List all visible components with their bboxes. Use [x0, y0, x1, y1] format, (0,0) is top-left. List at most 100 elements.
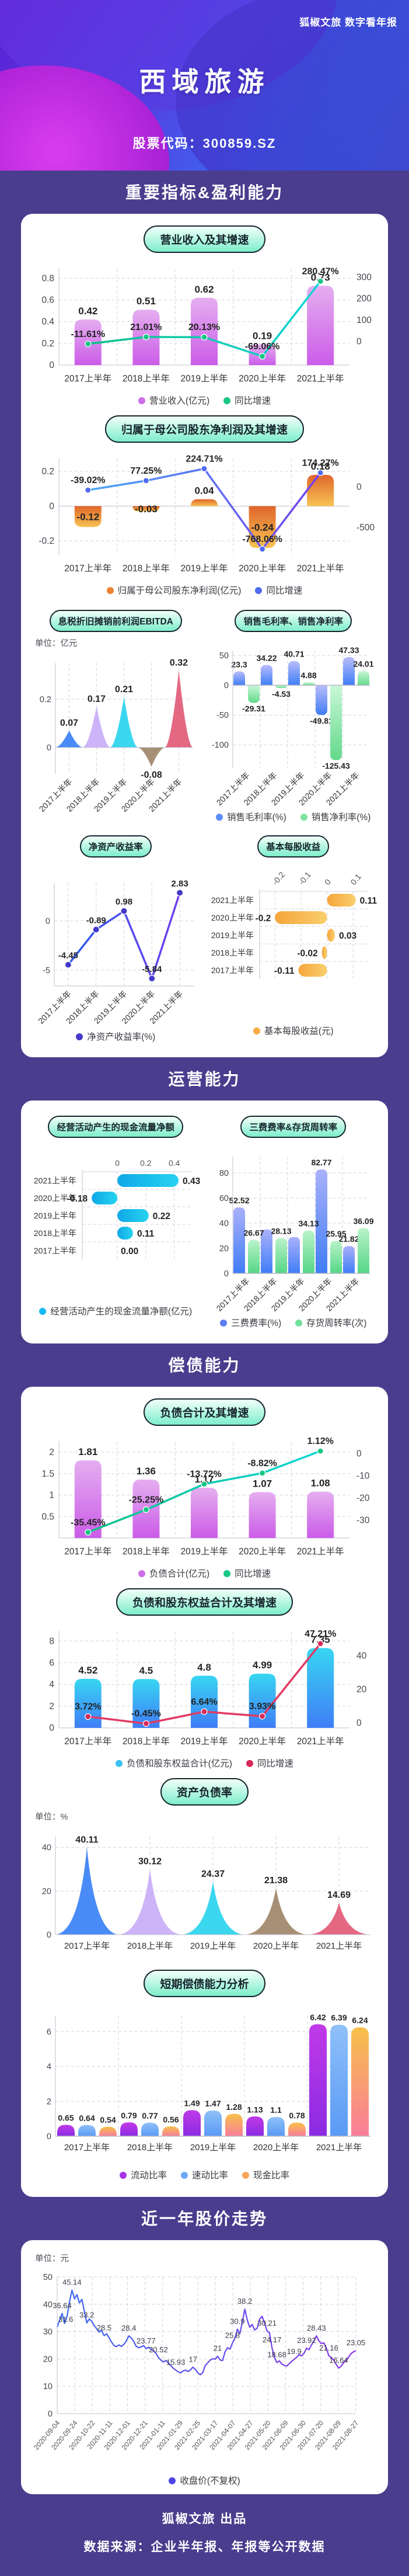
svg-text:31.6: 31.6: [58, 2315, 73, 2324]
svg-text:0: 0: [356, 482, 362, 492]
chart-block-fees: 三费费率&存货周转率 0 20 40 60 80 52.52 82.77 21.82 26.67…: [207, 1111, 380, 1329]
svg-text:0.11: 0.11: [360, 896, 377, 906]
chart-title-pill: 负债和股东权益合计及其增速: [116, 1588, 293, 1616]
svg-text:20: 20: [43, 2355, 53, 2364]
svg-text:200: 200: [356, 294, 372, 304]
svg-text:280.47%: 280.47%: [302, 267, 338, 277]
svg-text:28.13: 28.13: [271, 1227, 292, 1236]
svg-text:2017上半年: 2017上半年: [64, 1736, 111, 1747]
svg-text:7.35: 7.35: [310, 1634, 330, 1645]
revenue-legend: 营业收入(亿元) 同比增速: [29, 395, 380, 407]
margins-legend: 销售毛利率(%) 销售净利率(%): [207, 812, 380, 824]
svg-text:17: 17: [188, 2355, 197, 2363]
svg-text:25.95: 25.95: [326, 1229, 347, 1238]
chart-title-pill: 资产负债率: [160, 1778, 249, 1806]
chart-title: 负债和股东权益合计及其增速: [132, 1597, 277, 1609]
svg-text:40.11: 40.11: [75, 1835, 98, 1845]
chart-title: 短期偿债能力分析: [160, 1978, 249, 1991]
svg-text:2021上半年: 2021上半年: [296, 563, 344, 574]
svg-text:15.93: 15.93: [166, 2358, 186, 2366]
svg-text:0.4: 0.4: [41, 317, 54, 327]
svg-text:-0.03: -0.03: [135, 504, 158, 515]
chart-block-revenue: 营业收入及其增速 0 0.2 0.4 0.6 0.8 300 200 100 0 0.42 0.51…: [29, 225, 380, 407]
svg-text:2021上半年: 2021上半年: [316, 2143, 361, 2153]
svg-text:-0.2: -0.2: [39, 536, 54, 546]
svg-text:4: 4: [46, 2063, 51, 2072]
svg-text:-0.18: -0.18: [67, 1194, 88, 1204]
svg-text:0.79: 0.79: [121, 2110, 137, 2120]
svg-text:2017上半年: 2017上半年: [34, 1246, 76, 1255]
svg-text:-5: -5: [43, 966, 50, 975]
svg-text:224.71%: 224.71%: [186, 454, 222, 464]
svg-text:34.13: 34.13: [299, 1219, 319, 1228]
chart-title-pill: 经营活动产生的现金流量净额: [48, 1116, 183, 1138]
svg-text:1.28: 1.28: [226, 2102, 242, 2112]
svg-text:0.5: 0.5: [41, 1512, 54, 1522]
svg-text:-0.2: -0.2: [271, 870, 287, 887]
svg-text:23.05: 23.05: [347, 2338, 366, 2347]
roe-legend: 净资产收益率(%): [29, 1032, 202, 1043]
brand-text: 狐椒文旅 数字看年报: [299, 17, 397, 28]
svg-text:20: 20: [356, 1685, 367, 1695]
svg-text:21.01%: 21.01%: [130, 322, 162, 332]
svg-text:0: 0: [356, 1718, 362, 1728]
legend-item: 净资产收益率(%): [76, 1032, 155, 1043]
roe-chart: 0 -5 -4.45 -0.89 0.98 -5.84 2.83 2017上半年 2018上半年…: [29, 861, 202, 1030]
svg-text:23.3: 23.3: [232, 659, 247, 669]
svg-text:0.21: 0.21: [115, 685, 133, 695]
section-title-operations: 运营能力: [168, 1070, 241, 1088]
svg-text:2020上半年: 2020上半年: [239, 1546, 286, 1557]
svg-text:6: 6: [49, 1658, 54, 1668]
svg-text:0.00: 0.00: [121, 1247, 138, 1256]
svg-text:-0.24: -0.24: [251, 522, 274, 533]
svg-text:19.9: 19.9: [287, 2347, 302, 2356]
operations-row: 经营活动产生的现金流量净额 0 0.2 0.4 2021上半年 0.43 2020上半年 -…: [29, 1111, 380, 1329]
chart-title: 三费费率&存货周转率: [249, 1123, 338, 1133]
legend-item: 现金比率: [242, 2170, 289, 2182]
svg-text:300: 300: [356, 272, 372, 282]
chart-block-ebitda: 息税折旧摊销前利润EBITDA 单位：亿元 0 0.2 0.07 0.17 0.21 -0…: [29, 605, 202, 818]
svg-text:2.83: 2.83: [171, 879, 188, 888]
chart-title-pill: 营业收入及其增速: [144, 225, 265, 253]
svg-text:-39.02%: -39.02%: [71, 475, 106, 485]
svg-text:-100: -100: [212, 741, 229, 750]
margins-chart: 50 0 -50 -100 23.3 34.22 40.71 -49.81 47.33 -29.3…: [207, 636, 380, 811]
svg-text:4.8: 4.8: [197, 1662, 211, 1673]
svg-text:2017上半年: 2017上半年: [64, 1546, 111, 1557]
svg-text:0: 0: [356, 337, 362, 347]
svg-text:2021上半年: 2021上半年: [316, 1941, 361, 1951]
svg-text:4.5: 4.5: [139, 1665, 153, 1676]
svg-text:2019上半年: 2019上半年: [180, 1736, 228, 1747]
eps-chart: -0.2 -0.1 0 0.1 2021上半年 0.11 2020上半年 -0.2 2019上半…: [207, 861, 380, 1025]
svg-text:21.38: 21.38: [264, 1876, 287, 1886]
svg-text:2017上半年: 2017上半年: [64, 563, 111, 574]
svg-text:0.18: 0.18: [310, 461, 330, 472]
svg-text:2: 2: [46, 2097, 51, 2106]
svg-text:21: 21: [214, 2344, 222, 2353]
svg-text:1.13: 1.13: [247, 2105, 263, 2114]
legend-item: 基本每股收益(元): [253, 1026, 334, 1037]
svg-text:0.42: 0.42: [78, 305, 97, 317]
svg-text:-0.11: -0.11: [274, 966, 295, 976]
svg-text:0: 0: [323, 877, 333, 887]
chart-title-pill: 短期偿债能力分析: [144, 1970, 265, 1997]
svg-text:40: 40: [41, 1844, 51, 1853]
svg-text:0: 0: [47, 744, 51, 753]
svg-text:2019上半年: 2019上半年: [211, 931, 254, 940]
svg-text:0: 0: [224, 1269, 229, 1279]
svg-text:-20: -20: [356, 1493, 370, 1503]
svg-text:0: 0: [49, 1723, 54, 1733]
svg-text:-11.61%: -11.61%: [71, 329, 105, 339]
svg-text:82.77: 82.77: [312, 1158, 332, 1167]
svg-text:0.73: 0.73: [310, 272, 330, 283]
svg-text:-4.45: -4.45: [58, 951, 78, 961]
svg-text:-0.12: -0.12: [76, 511, 99, 522]
svg-text:0: 0: [49, 502, 54, 512]
svg-text:0.2: 0.2: [41, 339, 54, 349]
svg-text:-50: -50: [216, 711, 229, 720]
publisher-line: 狐椒文旅 出品: [162, 2512, 247, 2526]
svg-text:21.16: 21.16: [319, 2344, 338, 2352]
svg-text:26.67: 26.67: [244, 1228, 264, 1238]
svg-text:2017上半年: 2017上半年: [64, 1941, 109, 1951]
svg-text:-30: -30: [356, 1516, 370, 1526]
